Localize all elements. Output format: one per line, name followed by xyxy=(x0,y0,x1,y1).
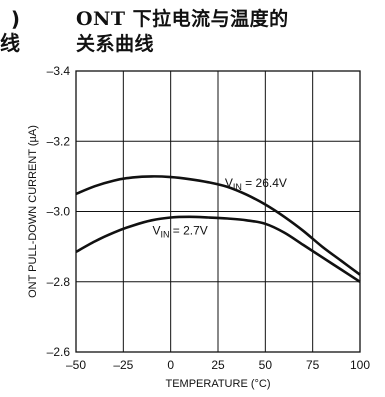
y-tick-label: –3.2 xyxy=(47,134,71,148)
left-fragment-2: 线 xyxy=(0,31,20,55)
y-tick-label: –2.8 xyxy=(47,275,71,289)
series-line-1 xyxy=(75,175,361,276)
y-tick-label: –3.0 xyxy=(47,205,71,219)
x-tick-label: –25 xyxy=(113,358,133,372)
series-labels: VIN = 26.4V VIN = 2.7V xyxy=(152,176,286,239)
series-line-2 xyxy=(75,215,361,283)
x-tick-label: 75 xyxy=(306,358,320,372)
y-tick-label: –3.4 xyxy=(47,64,71,78)
x-tick-label: –50 xyxy=(66,358,86,372)
x-tick-label: 0 xyxy=(167,358,174,372)
chart-title-line-2: 关系曲线 xyxy=(76,33,155,55)
series-label-1: VIN = 26.4V xyxy=(225,176,287,192)
series-group xyxy=(75,175,361,283)
x-tick-label: 25 xyxy=(211,358,225,372)
left-fragment-1: ) xyxy=(10,7,20,31)
x-axis-label: TEMPERATURE (°C) xyxy=(165,378,270,390)
x-tick-label: 100 xyxy=(350,358,370,372)
grid xyxy=(76,71,360,352)
y-tick-labels: –3.4 –3.2 –3.0 –2.8 –2.6 xyxy=(47,64,71,359)
series-label-2: VIN = 2.7V xyxy=(152,223,207,239)
y-axis-label: ONT PULL-DOWN CURRENT (µA) xyxy=(27,125,39,298)
plot-frame xyxy=(75,70,361,353)
x-tick-label: 50 xyxy=(259,358,273,372)
chart-title-line-1: ONT 下拉电流与温度的 xyxy=(76,8,289,30)
y-tick-label: –2.6 xyxy=(47,345,71,359)
x-tick-labels: –50 –25 0 25 50 75 100 xyxy=(66,358,370,372)
